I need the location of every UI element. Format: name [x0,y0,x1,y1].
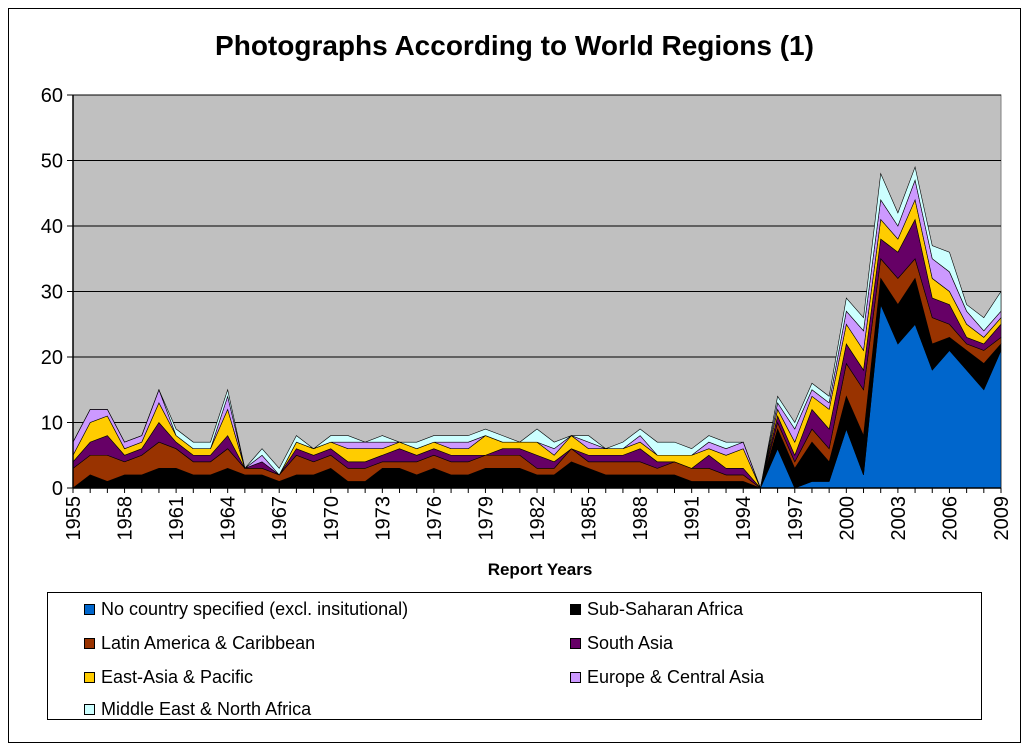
x-tick-label-2000: 2000 [836,496,858,541]
x-tick-label-1997: 1997 [785,496,807,541]
legend-swatch [84,672,95,683]
legend-label: Latin America & Caribbean [101,633,316,653]
x-axis-title: Report Years [488,560,593,579]
y-tick-label-60: 60 [41,85,63,107]
x-tick-label-1961: 1961 [166,496,188,541]
x-tick-label-1991: 1991 [682,496,704,541]
legend-item-europe-central-asia: Europe & Central Asia [570,667,764,688]
legend-label: Sub-Saharan Africa [587,599,744,619]
x-tick-label-1994: 1994 [733,496,755,541]
chart-title: Photographs According to World Regions (… [215,30,814,61]
x-tick-label-1979: 1979 [475,496,497,541]
y-tick-label-30: 30 [41,282,63,304]
legend-item-east-asia-pacific: East-Asia & Pacific [84,667,253,688]
x-tick-label-1964: 1964 [218,496,240,541]
legend-label: Europe & Central Asia [587,667,765,687]
x-tick-label-1970: 1970 [321,496,343,541]
legend-item-south-asia: South Asia [570,633,673,654]
y-tick-label-10: 10 [41,413,63,435]
x-tick-label-1982: 1982 [527,496,549,541]
legend-item-sub-saharan-africa: Sub-Saharan Africa [570,599,743,620]
legend-swatch [84,604,95,615]
series-layer [72,165,1002,490]
legend-swatch [84,638,95,649]
x-tick-label-1958: 1958 [115,496,137,541]
legend-label: Middle East & North Africa [101,699,312,719]
legend-swatch [570,604,581,615]
x-tick-label-2006: 2006 [939,496,961,541]
area-middle-east-north-africa [72,165,1002,490]
legend-swatch [570,638,581,649]
x-tick-label-1955: 1955 [63,496,85,541]
legend-item-no-country-specified-excl-insitutional: No country specified (excl. insitutional… [84,599,408,620]
legend-label: East-Asia & Pacific [101,667,254,687]
x-tick-label-1985: 1985 [579,496,601,541]
x-tick-label-1988: 1988 [630,496,652,541]
legend: No country specified (excl. insitutional… [47,592,982,720]
x-tick-label-2009: 2009 [991,496,1013,541]
legend-item-middle-east-north-africa: Middle East & North Africa [84,699,311,720]
y-tick-label-50: 50 [41,151,63,173]
x-tick-label-1976: 1976 [424,496,446,541]
legend-swatch [84,704,95,715]
legend-label: No country specified (excl. insitutional… [101,599,409,619]
axis-layer: 0 10 20 30 40 50 60 1955 1958 1961 1964 1967 1970 197… [41,85,1013,541]
y-tick-label-20: 20 [41,347,63,369]
legend-swatch [570,672,581,683]
legend-item-latin-america-caribbean: Latin America & Caribbean [84,633,315,654]
legend-label: South Asia [587,633,674,653]
x-tick-label-2003: 2003 [888,496,910,541]
x-tick-label-1967: 1967 [269,496,291,541]
y-tick-label-40: 40 [41,216,63,238]
x-tick-label-1973: 1973 [372,496,394,541]
y-tick-label-0: 0 [52,478,63,500]
